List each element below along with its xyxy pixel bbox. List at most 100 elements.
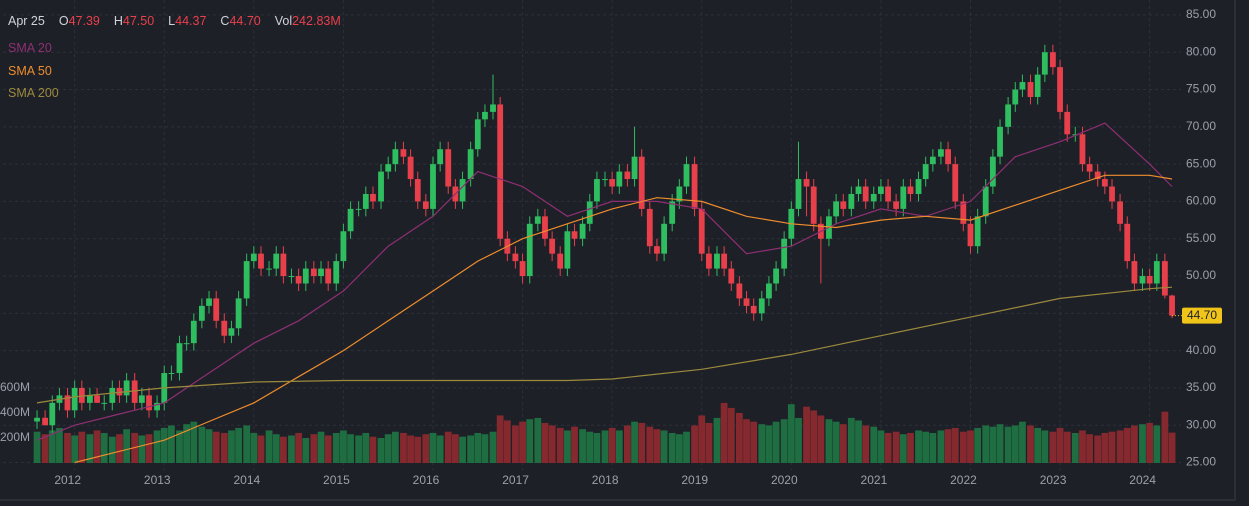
- candle-body: [49, 402, 56, 426]
- candle-body: [728, 268, 735, 284]
- volume-bar: [71, 435, 79, 463]
- volume-bar: [937, 430, 945, 463]
- volume-bar: [1161, 411, 1169, 463]
- candle-body: [86, 395, 93, 403]
- y-tick-label: 70.00: [1186, 119, 1216, 133]
- sma-line: [36, 286, 1173, 404]
- volume-tick-label: 200M: [0, 430, 30, 444]
- x-tick-label: 2020: [771, 473, 798, 487]
- volume-bar: [436, 435, 444, 463]
- volume-bar: [116, 434, 123, 463]
- volume-bar: [503, 420, 511, 463]
- candle-body: [833, 201, 840, 217]
- volume-bar: [772, 421, 780, 463]
- volume-bar: [400, 432, 407, 463]
- candle-body: [109, 387, 116, 403]
- volume-bar: [145, 434, 153, 463]
- volume-bar: [391, 431, 399, 463]
- volume-bar: [825, 419, 833, 463]
- readout-value: 44.70: [229, 14, 261, 28]
- y-tick-label: 60.00: [1186, 194, 1216, 208]
- volume-bar: [228, 430, 235, 463]
- readout-value: 47.50: [122, 14, 155, 28]
- volume-bar: [1011, 425, 1019, 463]
- volume-bar: [1094, 435, 1102, 463]
- y-tick-label: 75.00: [1186, 82, 1216, 96]
- volume-bar: [1108, 431, 1116, 463]
- volume-bar: [892, 431, 900, 463]
- volume-bar: [459, 436, 466, 463]
- volume-bar: [1101, 432, 1109, 463]
- candle-body: [243, 261, 250, 299]
- volume-bar: [422, 434, 430, 463]
- candle-body: [362, 193, 369, 209]
- candle-body: [571, 231, 578, 239]
- y-tick-label: 85.00: [1186, 7, 1216, 21]
- candle-body: [1041, 52, 1048, 75]
- candle-body: [385, 164, 392, 172]
- volume-bar: [519, 421, 526, 463]
- candle-body: [862, 186, 869, 202]
- volume-bar: [190, 421, 198, 463]
- candle-body: [646, 208, 653, 247]
- volume-bar: [675, 434, 683, 463]
- readout-item: C44.70: [220, 14, 260, 28]
- candle-body: [1124, 223, 1131, 262]
- x-tick-label: 2022: [950, 473, 977, 487]
- x-tick-label: 2016: [413, 473, 440, 487]
- candle-body: [766, 283, 772, 299]
- volume-bar: [803, 406, 810, 463]
- candle-body: [414, 179, 421, 202]
- volume-bar: [310, 434, 318, 463]
- volume-bar: [653, 429, 661, 463]
- volume-bar: [288, 435, 295, 463]
- volume-bar: [982, 425, 990, 463]
- candle-body: [848, 193, 855, 209]
- candle-body: [273, 253, 280, 269]
- candle-body: [258, 253, 264, 269]
- volume-bar: [220, 432, 228, 463]
- volume-bar: [108, 436, 116, 463]
- candle-body: [340, 231, 347, 262]
- volume-bar: [355, 435, 363, 463]
- candle-body: [877, 186, 884, 194]
- volume-bar: [959, 431, 967, 463]
- volume-bar: [347, 434, 354, 463]
- volume-bar: [452, 434, 459, 463]
- candle-body: [1153, 261, 1160, 284]
- volume-tick-label: 400M: [0, 405, 30, 419]
- candle-body: [228, 328, 235, 336]
- candle-body: [781, 238, 788, 269]
- volume-bar: [1168, 432, 1176, 463]
- volume-bar: [93, 430, 101, 463]
- candle-body: [900, 186, 907, 209]
- readout-item: O47.39: [59, 14, 100, 28]
- readout-value: 242.83M: [292, 14, 341, 28]
- candle-body: [71, 387, 78, 411]
- volume-bar: [660, 430, 668, 463]
- volume-bar: [324, 435, 332, 463]
- readout-date: Apr 25: [8, 14, 45, 28]
- volume-bar: [1153, 425, 1161, 463]
- candle-body: [1012, 89, 1019, 105]
- candle-body: [1079, 134, 1086, 165]
- candle-body: [280, 253, 287, 277]
- candle-body: [929, 156, 936, 165]
- y-tick-label: 65.00: [1186, 156, 1216, 170]
- candle-body: [579, 223, 586, 239]
- candle-body: [250, 253, 257, 262]
- candle-body: [549, 238, 556, 254]
- candle-body: [400, 149, 407, 157]
- legend-item: SMA 50: [8, 63, 52, 78]
- y-tick-label: 40.00: [1186, 343, 1216, 357]
- candle-body: [206, 298, 212, 306]
- volume-bar: [907, 432, 914, 463]
- candle-body: [676, 186, 683, 202]
- volume-bar: [340, 430, 347, 463]
- candle-body: [982, 186, 989, 217]
- candle-body: [168, 373, 175, 375]
- volume-bar: [996, 424, 1004, 463]
- volume-bar: [100, 432, 108, 463]
- candle-body: [526, 223, 533, 277]
- volume-bar: [855, 420, 862, 463]
